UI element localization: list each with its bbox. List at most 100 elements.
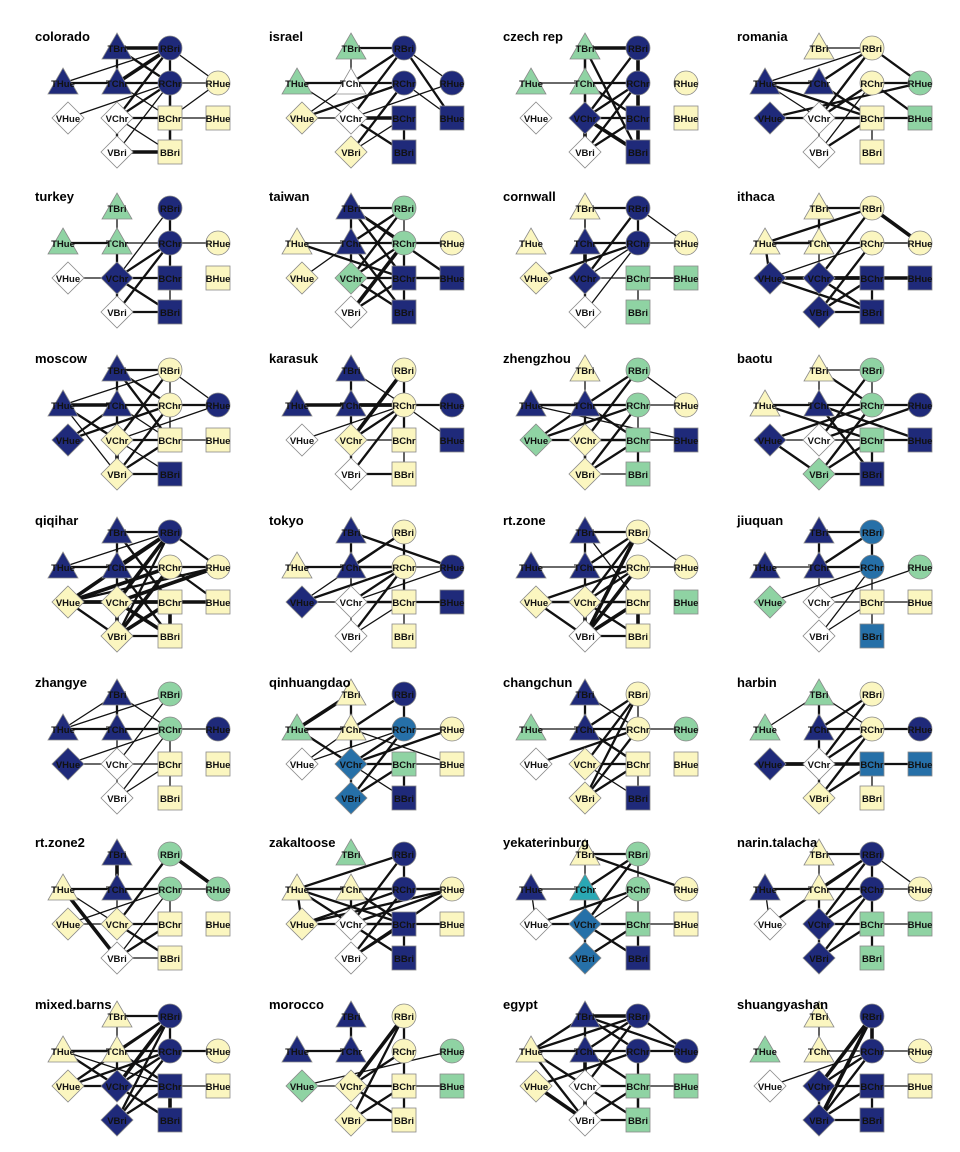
node-RChr: RChr [859,392,885,418]
node-label-BChr: BChr [392,436,416,447]
node-BChr: BChr [157,105,183,131]
node-RHue: RHue [206,392,230,418]
node-THue-triangle [515,713,547,741]
node-label-TBri: TBri [576,204,595,215]
node-label-THue: THue [285,401,309,412]
node-label-RBri: RBri [628,1012,648,1023]
node-label-THue: THue [519,563,543,574]
panel-title: zhengzhou [503,351,571,366]
node-BChr-square [859,1073,885,1099]
edge-group [61,206,219,314]
edge-VBri-RBri [115,1014,172,1122]
node-label-BChr: BChr [158,274,182,285]
node-TBri-triangle [101,838,133,866]
node-label-RBri: RBri [160,528,180,539]
edge-VChr-RBri [583,368,640,442]
node-RChr-circle [859,392,885,418]
node-BBri: BBri [625,1107,651,1133]
node-THue: THue [749,67,781,95]
node-label-VBri: VBri [341,470,361,481]
node-label-BBri: BBri [160,308,180,319]
node-RHue-circle [205,70,231,96]
node-VChr-diamond [100,423,134,457]
node-BChr-square [157,911,183,937]
node-RHue: RHue [440,876,464,902]
node-label-VChr: VChr [106,760,129,771]
node-RHue: RHue [908,230,932,256]
node-BBri: BBri [157,623,183,649]
node-VHue-diamond [51,747,85,781]
node-THue-triangle [47,1035,79,1063]
node-BBri: BBri [625,299,651,325]
node-THue: THue [515,1035,547,1063]
node-label-TChr: TChr [340,725,362,736]
node-VBri: VBri [802,295,836,329]
panel-israel: TBri THue TChr VHue VChr VBri RBri RChr RHue BChr… [269,29,464,169]
node-label-THue: THue [51,885,75,896]
node-BBri: BBri [391,623,417,649]
node-label-VHue: VHue [524,1082,548,1093]
node-VChr: VChr [334,747,368,781]
node-BBri: BBri [625,785,651,811]
node-RHue: RHue [908,392,932,418]
node-label-VChr: VChr [808,1082,831,1093]
node-TChr: TChr [335,873,367,901]
node-label-THue: THue [285,79,309,90]
node-RBri: RBri [859,519,885,545]
node-TBri: TBri [335,32,367,60]
node-label-BHue: BHue [206,274,231,285]
node-BBri-square [157,461,183,487]
node-RChr-circle [859,876,885,902]
node-label-VHue: VHue [290,598,314,609]
node-VChr-diamond [334,101,368,135]
node-RHue-circle [907,716,933,742]
node-label-RHue: RHue [908,79,933,90]
node-BBri: BBri [391,139,417,165]
panel-title: yekaterinburg [503,835,589,850]
node-label-TChr: TChr [106,79,128,90]
node-VHue: VHue [753,585,787,619]
node-VChr-diamond [568,423,602,457]
node-TChr-triangle [335,713,367,741]
node-BChr-square [859,589,885,615]
node-TChr-triangle [101,1035,133,1063]
edge-group [295,530,454,638]
node-label-TBri: TBri [810,204,829,215]
node-VBri: VBri [100,1103,134,1137]
node-BChr: BChr [157,911,183,937]
edge-VBri-RChr [115,1049,172,1122]
node-BHue-square [205,589,231,615]
node-TChr: TChr [803,873,835,901]
node-RChr-circle [625,1038,651,1064]
node-label-BChr: BChr [860,1082,884,1093]
node-RBri: RBri [625,519,651,545]
node-BBri: BBri [859,299,885,325]
edge-VHue-RChr [534,241,640,280]
node-BHue-square [205,427,231,453]
node-label-BChr: BChr [158,436,182,447]
node-label-TBri: TBri [810,366,829,377]
node-TChr-triangle [803,227,835,255]
node-label-RHue: RHue [206,1047,231,1058]
node-VHue-diamond [51,101,85,135]
node-BChr: BChr [625,1073,651,1099]
node-label-TBri: TBri [576,690,595,701]
node-label-THue: THue [519,401,543,412]
node-VBri: VBri [334,941,368,975]
node-THue-triangle [281,227,313,255]
edge-VHue-RChr [534,565,640,604]
node-THue-triangle [47,67,79,95]
edge-group [295,206,454,314]
node-TChr: TChr [335,389,367,417]
node-label-RChr: RChr [626,563,650,574]
node-RBri: RBri [625,35,651,61]
node-TChr: TChr [569,551,601,579]
edge-VHue-RChr [769,1050,873,1087]
node-label-VHue: VHue [524,114,548,125]
node-RChr: RChr [157,392,183,418]
node-VChr-diamond [334,423,368,457]
node-TBri: TBri [803,1000,835,1028]
node-BHue-square [907,751,933,777]
node-label-TBri: TBri [576,1012,595,1023]
node-label-VHue: VHue [524,760,548,771]
